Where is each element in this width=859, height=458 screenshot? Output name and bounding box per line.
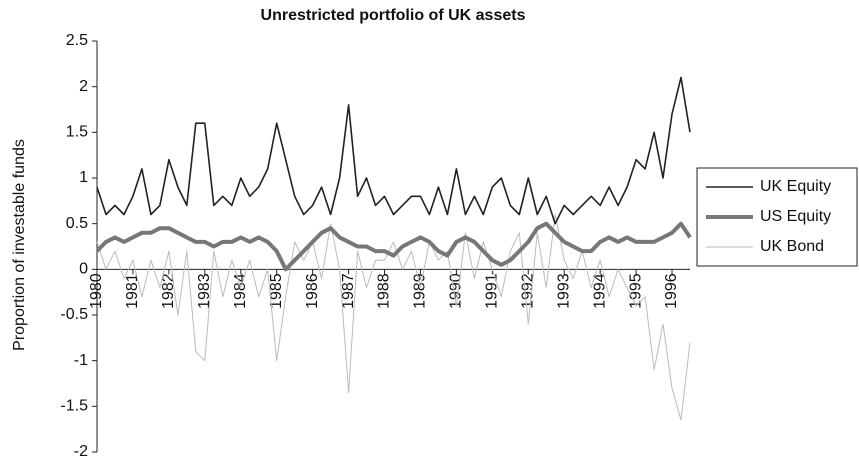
x-tick-label: 1987 <box>340 273 357 309</box>
x-tick-label: 1985 <box>268 273 285 309</box>
legend-label: UK Equity <box>760 178 831 195</box>
y-tick-label: 1.5 <box>66 124 88 141</box>
line-series <box>96 214 691 421</box>
legend-label: US Equity <box>760 208 831 225</box>
x-tick-label: 1986 <box>304 273 321 309</box>
y-tick-label: 0 <box>79 261 88 278</box>
x-tick-label: 1995 <box>627 273 644 309</box>
x-tick-label: 1980 <box>88 273 105 309</box>
x-tick-label: 1994 <box>591 273 608 309</box>
y-tick-label: -2 <box>74 443 88 458</box>
x-tick-label: 1984 <box>232 273 249 309</box>
y-tick-label: 2 <box>79 78 88 95</box>
y-tick-label: -0.5 <box>60 306 88 323</box>
x-tick-label: 1988 <box>376 273 393 309</box>
x-tick-label: 1983 <box>196 273 213 309</box>
legend-label: UK Bond <box>760 238 824 255</box>
y-tick-label: -1 <box>74 352 88 369</box>
line-series <box>96 76 691 225</box>
x-tick-label: 1990 <box>448 273 465 309</box>
y-tick-label: 0.5 <box>66 215 88 232</box>
x-tick-label: 1989 <box>412 273 429 309</box>
y-tick-label: -1.5 <box>60 398 88 415</box>
x-tick-label: 1996 <box>663 273 680 309</box>
x-tick-label: 1992 <box>519 273 536 309</box>
y-tick-label: 1 <box>79 169 88 186</box>
x-tick-label: 1981 <box>124 273 141 309</box>
y-axis-label: Proportion of investable funds <box>11 139 28 351</box>
x-tick-label: 1993 <box>555 273 572 309</box>
x-tick-label: 1991 <box>484 273 501 309</box>
y-tick-label: 2.5 <box>66 32 88 49</box>
line-series <box>95 221 692 272</box>
chart-title: Unrestricted portfolio of UK assets <box>261 7 526 24</box>
